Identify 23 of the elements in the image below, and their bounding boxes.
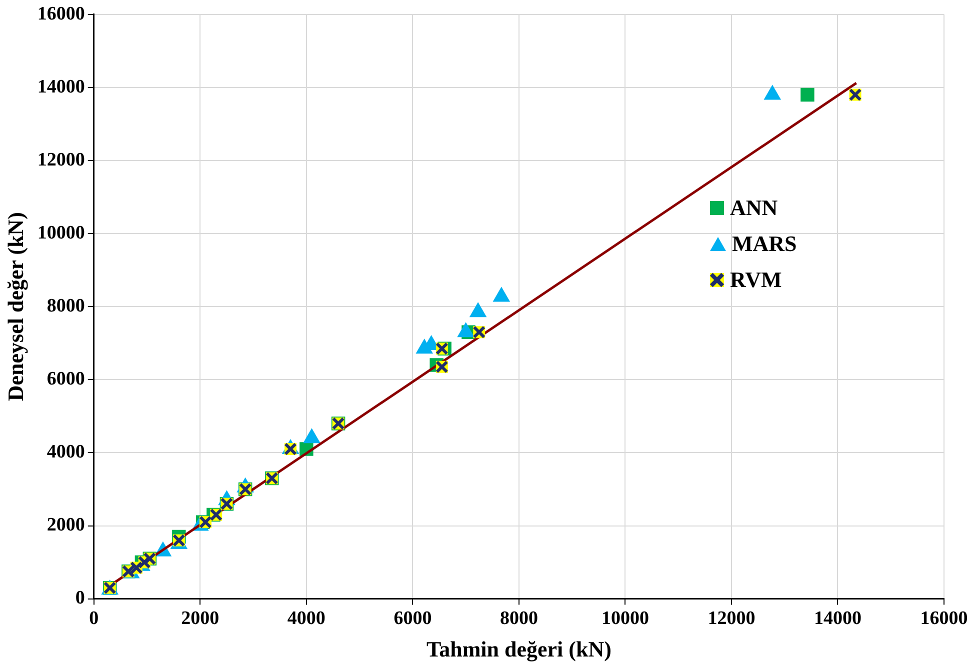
y-tick-label: 16000 [37,3,85,24]
y-tick-label: 8000 [46,296,85,317]
y-tick-label: 10000 [37,222,85,244]
y-tick-label: 4000 [46,442,85,463]
x-tick-label: 16000 [920,608,968,630]
legend-label: ANN [730,194,778,222]
x-tick-label: 4000 [287,608,326,630]
x-axis-title: Tahmin değeri (kN) [426,636,612,662]
x-tick-label: 8000 [500,608,538,630]
x-tick-label: 14000 [814,608,862,630]
x-tick-label: 6000 [394,608,432,630]
x-tick-label: 2000 [181,608,220,630]
y-tick-label: 2000 [46,514,85,536]
y-tick-label: 6000 [46,368,85,390]
legend-label: RVM [730,266,782,294]
x-tick-label: 0 [89,608,99,630]
y-tick-label: 14000 [37,76,85,98]
y-axis-title: Deneysel değer (kN) [2,212,28,402]
x-tick-label: 12000 [708,608,756,630]
y-tick-label: 12000 [37,149,85,170]
y-tick-label: 0 [75,588,85,609]
x-tick-label: 10000 [601,608,649,630]
legend-label: MARS [732,230,797,258]
